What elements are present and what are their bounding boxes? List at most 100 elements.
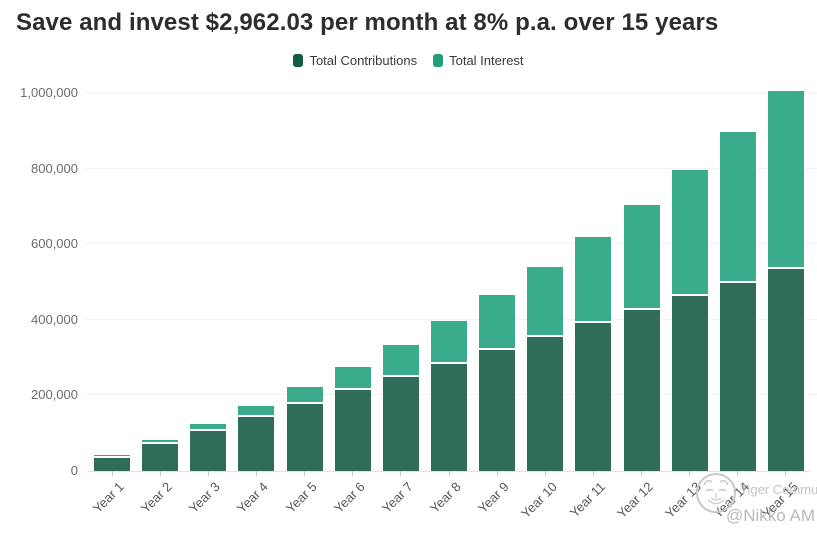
segment-total-contributions [431,361,467,471]
x-axis-label-anchor: Year 9 [464,471,512,516]
bar-year-8 [431,320,467,471]
bar-year-4 [238,406,275,471]
segment-total-contributions [382,374,419,471]
legend-label: Total Interest [449,53,524,68]
segment-total-interest [334,366,371,389]
x-axis-tick-label: Year 15 [758,479,801,521]
segment-total-interest [190,423,227,429]
x-axis-tick [352,471,354,476]
x-axis-tick-label: Year 7 [378,479,416,516]
segment-total-interest [575,237,612,322]
x-axis-label-anchor: Year 2 [127,471,175,516]
segment-total-contributions [286,401,323,471]
segment-total-contributions [479,348,516,471]
x-axis-tick [496,471,498,476]
bar-year-11 [575,237,612,471]
x-axis-label-anchor: Year 13 [649,471,704,521]
segment-total-contributions [142,442,179,471]
gridline [85,167,817,169]
x-axis-tick [592,471,594,476]
chart-title: Save and invest $2,962.03 per month at 8… [16,9,719,36]
segment-total-contributions [527,334,564,471]
x-axis-tick-label: Year 1 [89,479,127,516]
gridline [85,243,817,245]
bar-year-13 [671,169,708,471]
x-axis-label-anchor: Year 10 [505,471,560,521]
segment-total-interest [286,387,323,402]
x-axis-label-anchor: Year 12 [601,471,656,521]
bar-year-15 [767,91,804,471]
y-axis-tick-label: 200,000 [31,387,78,403]
bar-year-12 [623,204,660,471]
x-axis-tick [689,471,691,476]
segment-total-contributions [671,294,708,471]
x-axis-tick-label: Year 3 [186,479,223,516]
bar-year-2 [142,440,179,471]
x-axis-tick-label: Year 4 [234,479,272,516]
x-axis-label-anchor: Year 15 [746,471,801,521]
legend-swatch-icon [293,54,304,67]
y-axis-tick-label: 0 [70,463,78,478]
x-axis-label-anchor: Year 7 [368,471,416,516]
legend-item-total-contributions: Total Contributions [293,53,417,68]
x-axis-tick [785,471,787,476]
segment-total-contributions [238,415,275,471]
segment-total-interest [767,91,804,268]
bar-year-3 [190,423,227,471]
x-axis-tick [641,471,643,476]
bar-year-7 [382,344,419,471]
x-axis-label-anchor: Year 4 [223,471,271,516]
bar-year-6 [334,366,371,471]
y-axis-tick-label: 1,000,000 [20,85,78,100]
segment-total-interest [431,320,467,362]
segment-total-interest [719,131,756,281]
x-axis-label-anchor: Year 11 [554,471,608,520]
y-axis-tick-label: 600,000 [31,236,78,252]
segment-total-interest [479,295,516,349]
bar-year-10 [527,267,564,471]
legend-swatch-icon [433,54,444,67]
segment-total-contributions [719,280,756,471]
x-axis-tick [255,471,257,476]
y-axis-tick-label: 800,000 [31,160,78,176]
x-axis-label-anchor: Year 6 [320,471,367,516]
x-axis-tick-label: Year 8 [426,479,464,516]
segment-total-contributions [94,455,131,471]
gridline [85,318,817,320]
bar-year-1 [94,455,131,471]
segment-total-contributions [334,388,371,471]
y-axis-tick-label: 400,000 [31,311,78,327]
segment-total-interest [527,267,564,335]
x-axis-tick [737,471,739,476]
x-axis-tick [159,471,161,476]
x-axis-label-anchor: Year 8 [416,471,464,516]
x-axis-tick-label: Year 5 [282,479,320,516]
x-axis-tick-label: Year 2 [137,479,175,516]
segment-total-contributions [623,307,660,471]
x-axis-tick [448,471,450,476]
x-axis-label-anchor: Year 3 [175,471,223,516]
x-axis-tick [304,471,306,476]
gridline [85,92,817,93]
x-axis-tick [207,471,209,476]
legend-label: Total Contributions [309,53,418,68]
bar-year-9 [479,295,516,471]
legend: Total Contributions Total Interest [0,53,817,68]
bar-year-5 [286,387,323,471]
x-axis-label-anchor: Year 1 [79,471,127,516]
x-axis-tick-label: Year 6 [330,479,368,516]
bar-year-14 [719,131,756,471]
x-axis-tick [111,471,113,476]
segment-total-interest [238,406,275,416]
plot-area: 0 200,000 400,000 600,000 800,000 1,000,000 Ye… [20,85,817,521]
segment-total-interest [623,204,660,308]
segment-total-contributions [190,428,227,471]
segment-total-interest [382,344,419,375]
x-axis-tick [400,471,402,476]
legend-item-total-interest: Total Interest [433,53,524,68]
segment-total-contributions [575,321,612,471]
x-axis-label-anchor: Year 14 [697,471,752,521]
x-axis-label-anchor: Year 5 [272,471,319,516]
x-axis-tick [544,471,546,476]
